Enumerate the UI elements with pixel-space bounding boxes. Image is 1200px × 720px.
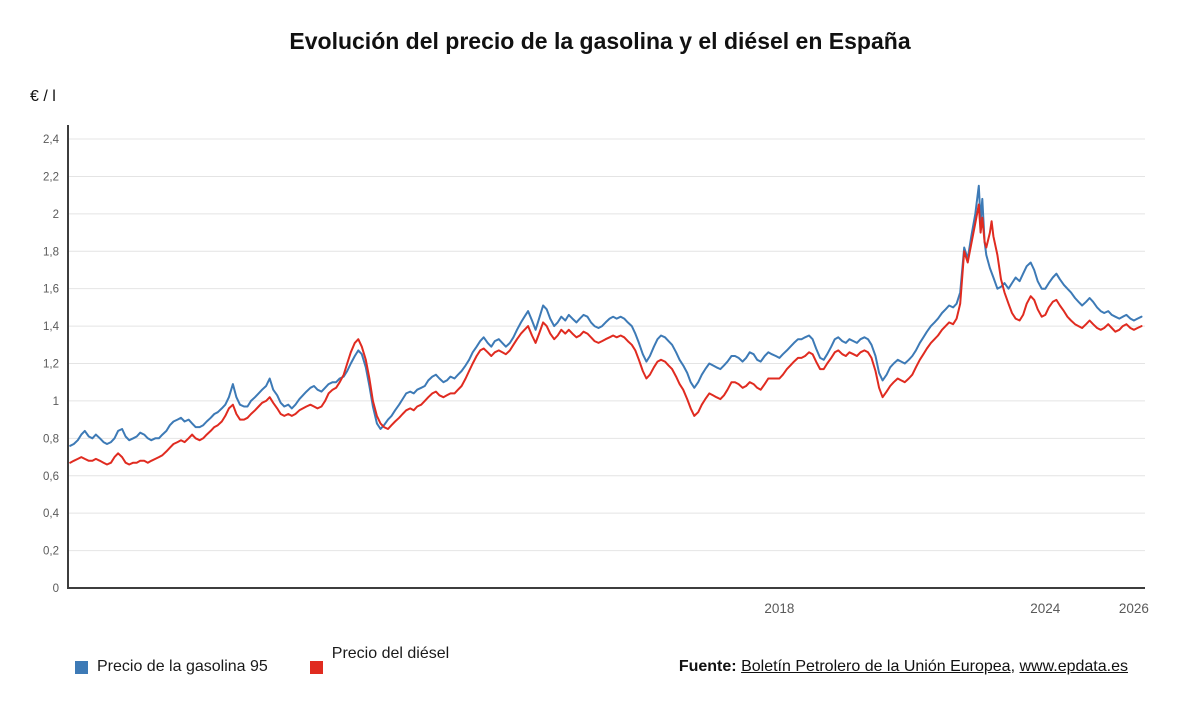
y-tick-label: 2,2 xyxy=(43,171,59,183)
legend-item-gasolina: Precio de la gasolina 95 xyxy=(75,658,268,676)
x-tick-label: 2018 xyxy=(764,601,794,616)
y-tick-label: 0,2 xyxy=(43,546,59,558)
gasolina-swatch-icon xyxy=(75,660,88,674)
chart-title: Evolución del precio de la gasolina y el… xyxy=(289,28,911,54)
source-prefix: Fuente: xyxy=(678,658,737,675)
diesel-swatch-icon xyxy=(309,660,323,674)
y-axis-unit-label: € / l xyxy=(30,88,56,105)
y-tick-label: 2,4 xyxy=(43,134,60,146)
source-link-boletin[interactable]: Boletín Petrolero de la Unión Europea xyxy=(741,658,1011,675)
y-tick-label: 0,4 xyxy=(43,508,60,520)
series-line-1 xyxy=(69,203,1143,466)
y-tick-label: 1,6 xyxy=(43,284,59,296)
y-tick-label: 0,6 xyxy=(43,471,59,483)
y-tick-label: 1,8 xyxy=(43,246,59,258)
source-attribution: Fuente: Boletín Petrolero de la Unión Eu… xyxy=(679,658,1128,676)
legend-item-diesel: Precio del diésel xyxy=(309,645,449,676)
x-tick-label: 2026 xyxy=(1119,601,1149,616)
y-tick-label: 1 xyxy=(53,396,59,408)
legend-label-diesel: Precio del diésel xyxy=(331,645,450,662)
y-tick-label: 1,2 xyxy=(43,359,59,371)
legend: Precio de la gasolina 95 Precio del diés… xyxy=(75,645,449,676)
source-separator: , xyxy=(1010,658,1016,675)
x-tick-label: 2024 xyxy=(1030,601,1061,616)
y-tick-label: 0,8 xyxy=(43,433,59,445)
y-tick-label: 1,4 xyxy=(43,321,60,333)
legend-label-gasolina: Precio de la gasolina 95 xyxy=(97,658,268,675)
y-tick-label: 0 xyxy=(53,583,59,595)
source-link-epdata[interactable]: www.epdata.es xyxy=(1019,658,1128,675)
y-tick-label: 2 xyxy=(53,209,59,221)
